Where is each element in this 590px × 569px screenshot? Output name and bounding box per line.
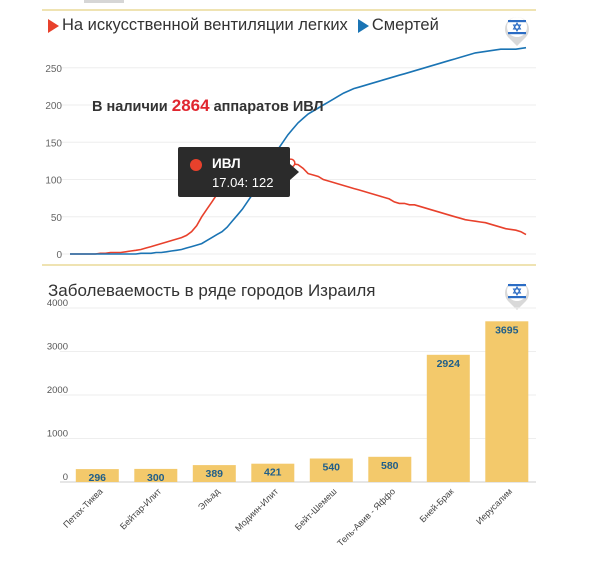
bar-category-label: Тель-Авив - Яффо	[335, 486, 397, 548]
top-tab-stub	[84, 0, 124, 3]
callout-value: 2864	[171, 96, 210, 115]
legend-label-deaths[interactable]: Смертей	[371, 16, 439, 34]
bar[interactable]	[309, 458, 353, 483]
bar[interactable]	[426, 354, 470, 482]
line-y-tick-label: 50	[51, 213, 63, 224]
bar-category-label: Иерусалим	[474, 486, 514, 526]
chart-tooltip: ИВЛ 17.04: 122	[178, 147, 299, 197]
ventilators-available-callout: В наличии 2864 аппаратов ИВЛ	[92, 96, 324, 116]
bar-value-label: 389	[205, 468, 223, 480]
line-y-tick-label: 150	[45, 138, 62, 149]
bar[interactable]	[485, 321, 529, 482]
bar-y-tick-label: 2000	[47, 385, 68, 396]
tooltip-value: 17.04: 122	[212, 175, 274, 190]
callout-prefix: В наличии	[92, 99, 168, 115]
line-y-tick-label: 200	[45, 101, 62, 112]
bar-value-label: 296	[88, 472, 106, 484]
bar-value-label: 540	[322, 462, 340, 474]
bar-y-tick-label: 3000	[47, 342, 68, 353]
bar[interactable]	[134, 468, 178, 482]
bar-value-label: 580	[381, 460, 399, 472]
bar-value-label: 300	[147, 472, 165, 484]
bar-value-label: 2924	[437, 358, 461, 370]
bar-y-tick-label: 4000	[47, 298, 68, 309]
bar-category-label: Модиин-Илит	[233, 486, 280, 533]
bar-category-label: Бней-Брак	[418, 486, 456, 524]
bar-category-label: Бейтар-Илит	[118, 486, 163, 531]
bar-y-tick-label: 1000	[47, 429, 68, 440]
bar[interactable]	[192, 465, 236, 482]
tooltip-arrow	[290, 164, 299, 180]
bar-category-label: Петах-Тиква	[61, 486, 104, 529]
series-line-deaths[interactable]	[70, 46, 527, 255]
line-y-tick-label: 250	[45, 64, 62, 75]
bar-value-label: 3695	[495, 324, 519, 336]
section-divider	[42, 264, 536, 266]
bar[interactable]	[251, 463, 295, 482]
israel-flag-pin-icon	[505, 17, 529, 46]
blue-triangle-icon	[357, 18, 369, 33]
line-chart: 0 50 100 150 200 250	[45, 46, 536, 261]
legend-label-ventilation[interactable]: На искусственной вентиляции легких	[62, 16, 348, 34]
bar-category-label: Бейт-Шемеш	[293, 486, 339, 532]
bar[interactable]	[75, 469, 119, 482]
callout-suffix: аппаратов ИВЛ	[213, 99, 324, 115]
line-y-tick-label: 0	[56, 250, 62, 261]
israel-flag-pin-icon	[505, 281, 529, 310]
tooltip-series-dot	[190, 159, 202, 171]
bar-category-label: Эльад	[196, 486, 222, 512]
red-triangle-icon	[48, 18, 59, 33]
tooltip-series-name: ИВЛ	[212, 156, 241, 171]
line-chart-legend: На искусственной вентиляции легких Смерт…	[48, 16, 439, 35]
bar-chart-title: Заболеваемость в ряде городов Израиля	[48, 281, 376, 300]
line-y-tick-label: 100	[45, 176, 62, 187]
bar-y-tick-label: 0	[63, 472, 68, 483]
top-divider	[42, 9, 536, 11]
bar[interactable]	[368, 456, 412, 482]
bar-value-label: 421	[264, 467, 282, 479]
